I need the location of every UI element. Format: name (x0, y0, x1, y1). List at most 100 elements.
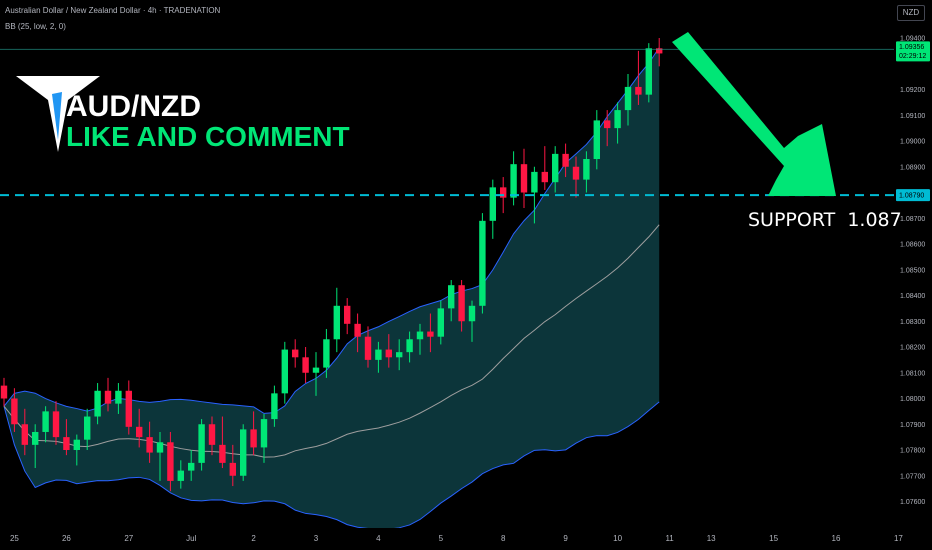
time-axis-background (0, 528, 932, 550)
candle (552, 146, 559, 193)
price-tick-label: 1.08100 (900, 370, 925, 377)
time-tick-label: 16 (832, 534, 841, 543)
candle-body (219, 444, 226, 463)
candle-body (531, 171, 538, 193)
candle (531, 166, 538, 224)
price-tick-label: 1.07700 (900, 473, 925, 480)
candle-body (125, 390, 132, 427)
time-tick-label: 2 (251, 534, 256, 543)
time-tick-label: 26 (62, 534, 71, 543)
currency-badge[interactable]: NZD (897, 5, 925, 21)
candle (448, 280, 455, 322)
price-tick-label: 1.08900 (900, 164, 925, 171)
support-price-value: 1.08790 (899, 193, 924, 200)
candle-body (406, 339, 413, 353)
candle-body (448, 285, 455, 309)
price-tick-label: 1.08500 (900, 267, 925, 274)
candle-body (614, 110, 621, 129)
candle (208, 416, 216, 456)
price-axis[interactable]: 1.094001.092001.091001.090001.089001.088… (894, 0, 932, 550)
candlesticks (0, 38, 663, 492)
candle-body (312, 367, 320, 373)
time-tick-label: 25 (10, 534, 19, 543)
candle (42, 406, 49, 443)
candle (656, 38, 663, 67)
candle (0, 377, 8, 407)
candle (281, 341, 288, 404)
price-tick-label: 1.09200 (900, 87, 925, 94)
candle (240, 424, 247, 481)
down-arrow-annotation (672, 32, 836, 196)
candle-body (323, 339, 330, 368)
price-tick-label: 1.08700 (900, 216, 925, 223)
time-tick-label: 10 (613, 534, 622, 543)
band-fill (4, 47, 660, 530)
candle-body (562, 153, 569, 167)
time-axis[interactable]: 25 26 27 Jul 2 3 4 5 8 9 10 11 13 15 16 17 (0, 528, 932, 550)
candle-body (260, 419, 268, 448)
price-tick-label: 1.08300 (900, 319, 925, 326)
candle (84, 408, 91, 450)
candle (177, 460, 184, 489)
candle-body (292, 349, 299, 358)
candle (312, 352, 320, 396)
candle (21, 408, 28, 456)
candle (271, 385, 278, 427)
candle (229, 444, 236, 487)
indicator-legend[interactable]: BB (25, low, 2, 0) (5, 22, 66, 31)
candle-body (94, 390, 101, 417)
band-lower-line (3, 401, 660, 530)
price-tick-label: 1.08400 (900, 293, 925, 300)
candle (219, 416, 226, 469)
candle (156, 431, 164, 481)
candle-body (333, 305, 340, 340)
candle-body (656, 48, 663, 54)
candle-body (458, 285, 465, 322)
candle-body (146, 437, 153, 453)
candle (136, 408, 143, 448)
price-tick-label: 1.09400 (900, 36, 925, 43)
candle-body (645, 48, 652, 95)
candle-body (344, 305, 351, 324)
candle-body (21, 424, 28, 445)
candle (624, 74, 632, 126)
candle (333, 287, 340, 353)
time-tick-label: 3 (314, 534, 319, 543)
candle (406, 331, 413, 363)
band-basis-line (3, 224, 660, 458)
candle-body (541, 171, 548, 183)
candle (385, 334, 392, 368)
price-tick-label: 1.08600 (900, 242, 925, 249)
candle-body (84, 416, 91, 440)
candle-body (510, 164, 517, 198)
candle-body (42, 411, 49, 432)
time-tick-label: 27 (124, 534, 133, 543)
candle-body (115, 390, 122, 404)
candle (562, 143, 569, 178)
candle-body (593, 120, 600, 160)
candle (583, 151, 590, 193)
candle-body (32, 431, 39, 445)
candle (458, 280, 465, 332)
candle (614, 102, 621, 144)
candle-body (229, 462, 236, 476)
candle-body (177, 470, 184, 481)
candle (146, 421, 153, 463)
logo (16, 76, 100, 152)
symbol-title: AUD/NZD (66, 90, 201, 123)
price-axis-background (894, 0, 932, 550)
candle-body (0, 385, 8, 399)
candle-body (385, 349, 392, 358)
candle-body (73, 439, 80, 450)
candle (468, 300, 476, 342)
candle (250, 411, 257, 456)
candle (73, 434, 80, 466)
time-tick-label: 4 (376, 534, 381, 543)
candle (604, 110, 611, 147)
candle (94, 383, 101, 425)
time-tick-label: Jul (186, 534, 196, 543)
candle (635, 50, 642, 105)
candle-body (250, 429, 257, 448)
candle-body (63, 437, 70, 450)
